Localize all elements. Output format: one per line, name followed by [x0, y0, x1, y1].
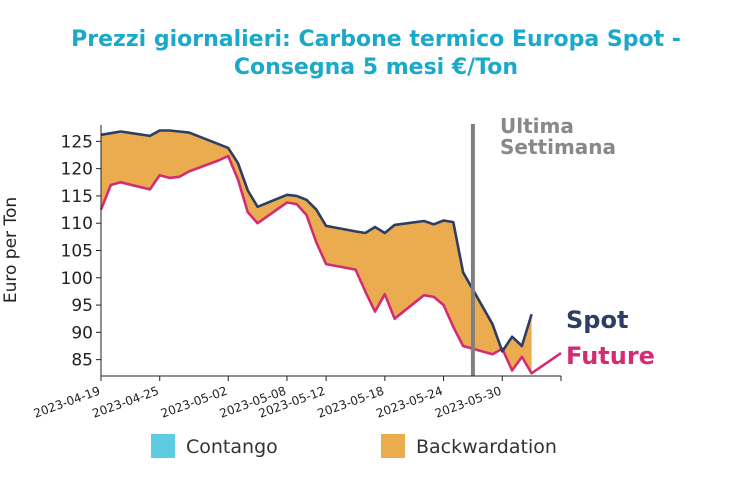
y-tick-label: 105 — [61, 242, 93, 262]
future-line — [99, 154, 562, 375]
y-tick-label: 90 — [71, 323, 93, 343]
y-tick-label: 110 — [61, 214, 93, 234]
future-end-label: Future — [566, 342, 655, 370]
annotation-line2: Settimana — [500, 135, 616, 159]
y-tick-label: 100 — [61, 269, 93, 289]
y-tick-label: 125 — [61, 132, 93, 152]
y-tick-label: 85 — [71, 351, 93, 371]
chart-title-line1: Prezzi giornalieri: Carbone termico Euro… — [71, 27, 681, 52]
y-tick-label: 95 — [71, 296, 93, 316]
y-tick-label: 120 — [61, 160, 93, 180]
legend-contango-swatch — [151, 434, 175, 458]
legend-backwardation-swatch — [381, 434, 405, 458]
x-tick-label: 2023-04-19 — [32, 384, 102, 421]
spot-end-label: Spot — [566, 306, 628, 334]
x-tick-label: 2023-05-02 — [159, 384, 229, 421]
y-tick-label: 115 — [61, 187, 93, 207]
y-axis-label: Euro per Ton — [1, 197, 21, 303]
legend-contango-label: Contango — [186, 436, 278, 458]
annotation-line1: Ultima — [500, 114, 574, 138]
x-tick-label: 2023-05-30 — [433, 384, 503, 421]
legend-backwardation-label: Backwardation — [416, 436, 557, 458]
x-tick-label: 2023-04-25 — [90, 384, 160, 421]
x-tick-label: 2023-05-24 — [374, 384, 444, 421]
x-tick-label: 2023-05-18 — [316, 384, 386, 421]
chart-title-line2: Consegna 5 mesi €/Ton — [234, 55, 518, 80]
area-layer — [101, 130, 532, 374]
backwardation-area — [101, 130, 532, 374]
spot-line — [100, 129, 533, 353]
line-layer — [99, 124, 562, 376]
